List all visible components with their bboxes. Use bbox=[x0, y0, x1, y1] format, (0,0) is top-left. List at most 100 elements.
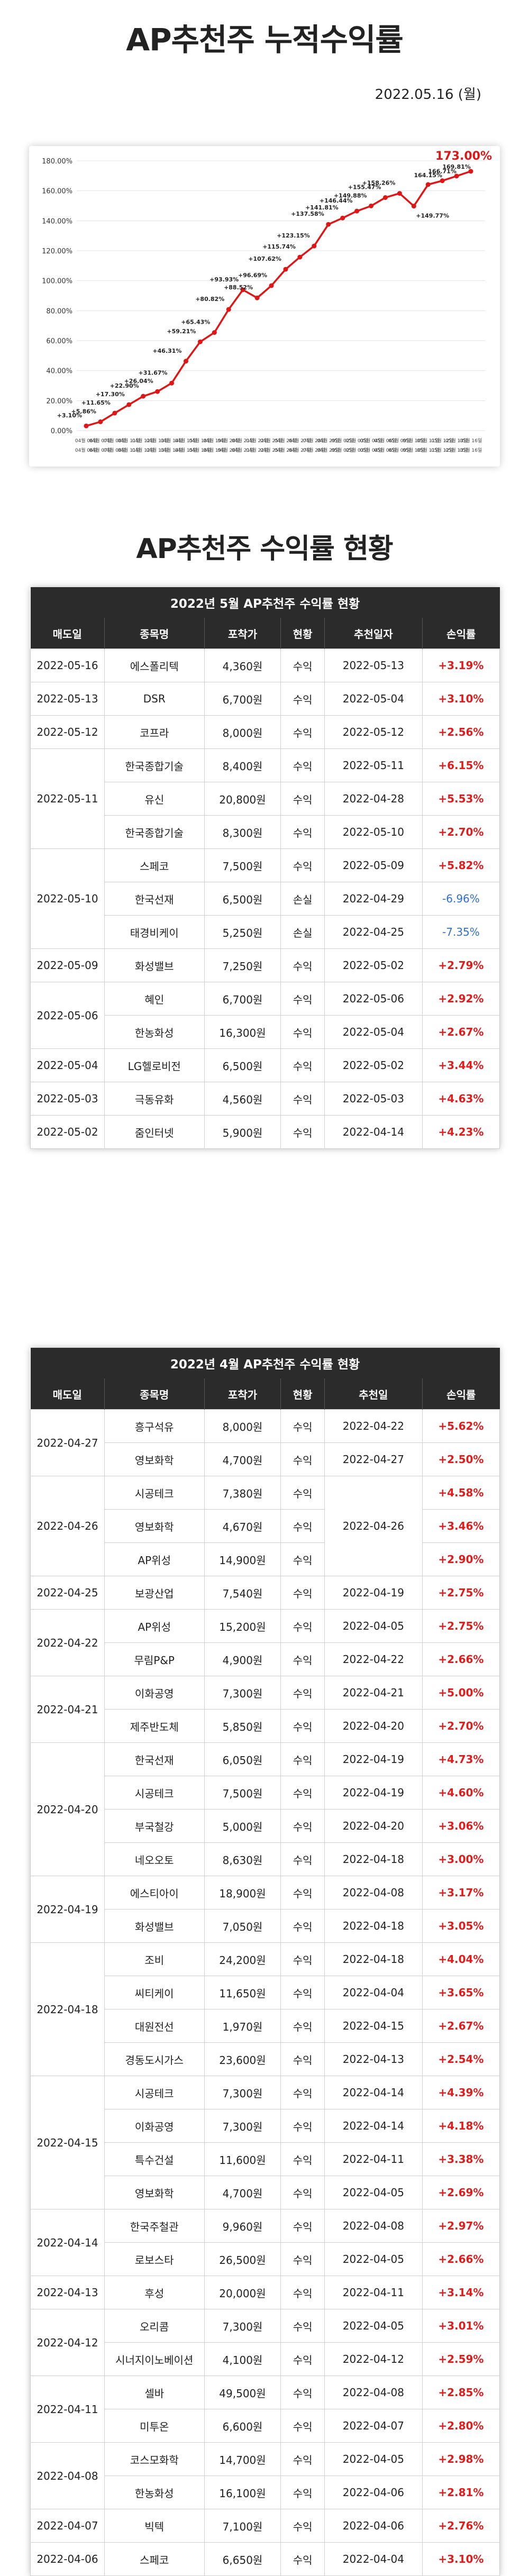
table-row: 시너지이노베이션 4,100원 수익 2022-04-12 +2.59% bbox=[31, 2342, 500, 2376]
x-tick-label: 04월 26일 bbox=[275, 447, 297, 453]
column-header: 현황 bbox=[280, 1378, 325, 1410]
x-tick-label: 04월 18일 bbox=[189, 447, 211, 453]
table-row: 영보화학 4,670원 수익 +3.46% bbox=[31, 1509, 500, 1543]
table-row: 2022-04-12 오리콤 7,300원 수익 2022-04-05 +3.01% bbox=[30, 2309, 500, 2376]
return-rate-cell: +2.81% bbox=[438, 2486, 484, 2499]
capture-price-cell: 8,000원 bbox=[204, 715, 281, 749]
status-cell: 수익 bbox=[280, 1082, 325, 1116]
data-point bbox=[155, 389, 160, 394]
return-rate-cell: +3.10% bbox=[438, 692, 484, 705]
column-header: 매도일 bbox=[30, 1378, 105, 1410]
column-header: 매도일 bbox=[30, 618, 105, 649]
capture-price-cell: 6,500원 bbox=[204, 1048, 281, 1082]
status-cell: 수익 bbox=[280, 2376, 325, 2409]
return-rate-cell: +2.76% bbox=[438, 2519, 484, 2532]
stock-name-cell: 조비 bbox=[104, 1942, 205, 1976]
capture-price-cell: 7,250원 bbox=[204, 948, 281, 982]
stock-name-cell: 네오오토 bbox=[104, 1842, 205, 1876]
capture-price-cell: 7,380원 bbox=[204, 1476, 281, 1510]
status-cell: 수익 bbox=[280, 2509, 325, 2543]
recommend-date-cell: 2022-04-05 bbox=[324, 2176, 423, 2209]
data-point bbox=[169, 380, 175, 386]
return-rate-cell: +2.70% bbox=[438, 826, 484, 838]
sell-date-cell: 2022-05-04 bbox=[30, 1048, 105, 1082]
stock-name-cell: 스페코 bbox=[104, 848, 205, 882]
x-tick-label: 04월 08일 bbox=[104, 437, 126, 444]
x-tick-label: 05월 06일 bbox=[374, 437, 396, 444]
table-row: 특수건설 11,600원 수익 2022-04-11 +3.38% bbox=[31, 2142, 500, 2176]
x-tick-label: 04월 07일 bbox=[89, 447, 112, 453]
stock-name-cell: 시공테크 bbox=[104, 1776, 205, 1810]
status-cell: 수익 bbox=[280, 1942, 325, 1976]
x-tick-label: 05월 12일 bbox=[431, 437, 453, 444]
sell-date-cell: 2022-04-12 bbox=[30, 2309, 105, 2376]
table-row: 2022-05-10 스페코 7,500원 수익 2022-05-09 +5.82% bbox=[30, 848, 500, 949]
table-row: 2022-04-21 이화공영 7,300원 수익 2022-04-21 +5.00% bbox=[30, 1676, 500, 1743]
status-cell: 수익 bbox=[280, 1676, 325, 1710]
recommend-date-cell: 2022-04-29 bbox=[324, 882, 423, 916]
capture-price-cell: 5,900원 bbox=[204, 1115, 281, 1149]
status-cell: 수익 bbox=[280, 1015, 325, 1049]
x-tick-label: 05월 11일 bbox=[417, 437, 439, 444]
capture-price-cell: 7,300원 bbox=[204, 2076, 281, 2109]
x-tick-label: 04월 11일 bbox=[118, 447, 140, 453]
table-row: 2022-04-11 셀바 49,500원 수익 2022-04-08 +2.85% bbox=[30, 2376, 500, 2443]
x-tick-label: 04월 07일 bbox=[89, 437, 112, 444]
capture-price-cell: 8,400원 bbox=[204, 748, 281, 782]
return-rate-cell: +2.59% bbox=[438, 2353, 484, 2365]
return-rate-cell: +2.85% bbox=[438, 2386, 484, 2399]
recommend-date-cell: 2022-05-02 bbox=[324, 1048, 423, 1082]
x-tick-label: 05월 13일 bbox=[445, 437, 468, 444]
status-cell: 수익 bbox=[280, 948, 325, 982]
stock-name-cell: DSR bbox=[104, 682, 205, 716]
status-cell: 수익 bbox=[280, 982, 325, 1016]
x-tick-label: 04월 29일 bbox=[317, 447, 340, 453]
table-row: 2022-05-04 LG헬로비전 6,500원 수익 2022-05-02 +3.44% bbox=[30, 1048, 500, 1082]
x-tick-label: 05월 02일 bbox=[332, 447, 354, 453]
stock-name-cell: 코스모화학 bbox=[104, 2442, 205, 2476]
x-tick-label: 04월 29일 bbox=[317, 437, 340, 444]
capture-price-cell: 4,100원 bbox=[204, 2342, 281, 2376]
return-rate-cell: +3.10% bbox=[438, 2553, 484, 2565]
data-point bbox=[98, 419, 103, 424]
stock-name-cell: 한농화성 bbox=[104, 1015, 205, 1049]
recommend-date-cell: 2022-05-11 bbox=[324, 748, 423, 782]
x-tick-label: 04월 22일 bbox=[246, 447, 268, 453]
stock-name-cell: 스페코 bbox=[104, 2542, 205, 2576]
data-point bbox=[425, 182, 431, 187]
table-row: 2022-04-14 한국주철관 9,960원 수익 2022-04-08 +2.97% bbox=[30, 2209, 500, 2276]
data-point bbox=[411, 204, 416, 209]
status-cell: 수익 bbox=[280, 2109, 325, 2143]
data-point bbox=[226, 307, 231, 312]
stock-name-cell: 보광산업 bbox=[104, 1576, 205, 1610]
data-label: +149.77% bbox=[416, 213, 449, 220]
y-tick-label: 180.00% bbox=[42, 158, 72, 166]
table-row: 대원전선 1,970원 수익 2022-04-15 +2.67% bbox=[31, 2009, 500, 2043]
data-point bbox=[183, 359, 188, 364]
data-label: 173.00% bbox=[435, 150, 492, 163]
y-tick-label: 100.00% bbox=[42, 278, 72, 286]
x-tick-label: 04월 19일 bbox=[203, 447, 225, 453]
column-header: 포착가 bbox=[204, 1378, 281, 1410]
x-tick-label: 05월 16일 bbox=[460, 447, 482, 453]
x-tick-label: 05월 12일 bbox=[431, 447, 453, 453]
return-rate-cell: +5.62% bbox=[438, 1420, 484, 1432]
stock-name-cell: 화성밸브 bbox=[104, 948, 205, 982]
table-row: 부국철강 5,000원 수익 2022-04-20 +3.06% bbox=[31, 1809, 500, 1843]
y-tick-label: 140.00% bbox=[42, 217, 72, 225]
return-rate-cell: +2.67% bbox=[438, 1026, 484, 1038]
sell-date-cell: 2022-05-12 bbox=[30, 715, 105, 749]
data-label: +59.21% bbox=[167, 328, 196, 335]
return-rate-cell: +3.65% bbox=[438, 1986, 484, 1999]
date-label: 2022.05.16 (월) bbox=[375, 87, 481, 103]
stock-name-cell: 줌인터넷 bbox=[104, 1115, 205, 1149]
data-point bbox=[269, 283, 274, 288]
table-row: 유신 20,800원 수익 2022-04-28 +5.53% bbox=[31, 782, 500, 816]
status-cell: 손실 bbox=[280, 882, 325, 916]
status-cell: 수익 bbox=[280, 1909, 325, 1943]
stock-name-cell: 흥구석유 bbox=[104, 1409, 205, 1443]
stock-name-cell: 빅텍 bbox=[104, 2509, 205, 2543]
data-label: +158.26% bbox=[362, 180, 396, 187]
stock-name-cell: 에스티아이 bbox=[104, 1876, 205, 1910]
table-caption: 2022년 4월 AP추천주 수익률 현황 bbox=[30, 1348, 500, 1378]
